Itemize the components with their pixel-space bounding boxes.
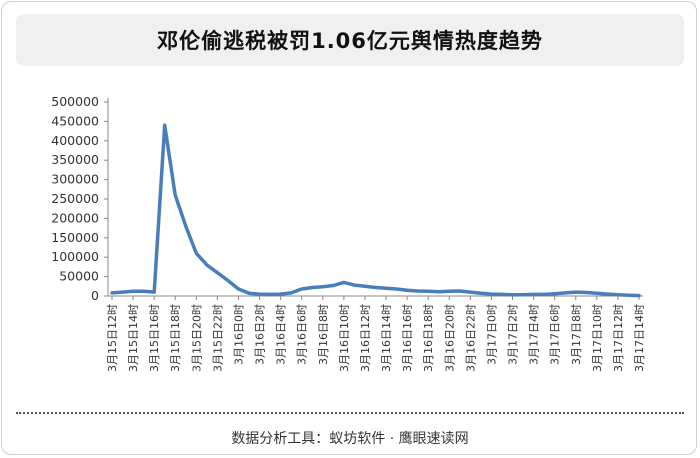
x-tick-label: 3月16日14时	[380, 304, 393, 372]
x-tick-label: 3月15日18时	[169, 304, 182, 372]
chart-title: 邓伦偷逃税被罚1.06亿元舆情热度趋势	[157, 29, 543, 53]
y-tick-label: 300000	[51, 172, 99, 187]
x-tick-label: 3月16日20时	[443, 304, 456, 372]
x-tick-label: 3月16日10时	[338, 304, 351, 372]
y-tick-label: 250000	[51, 191, 99, 206]
x-tick-label: 3月16日6时	[296, 304, 309, 365]
x-tick-label: 3月15日22时	[211, 304, 224, 372]
x-tick-label: 3月16日12时	[359, 304, 372, 372]
x-tick-label: 3月17日2时	[507, 304, 520, 365]
x-tick-label: 3月17日10时	[591, 304, 604, 372]
line-chart: 0 50000 100000 150000 200000 250000 300000 3500…	[51, 94, 646, 372]
y-tick-label: 0	[91, 288, 99, 303]
x-tick-label: 3月16日22时	[464, 304, 477, 372]
x-tick-label: 3月15日14时	[127, 304, 140, 372]
y-tick-label: 100000	[51, 249, 99, 264]
x-tick-label: 3月17日0时	[485, 304, 498, 365]
y-tick-label: 150000	[51, 230, 99, 245]
x-tick-label: 3月15日16时	[148, 304, 161, 372]
y-tick-label: 450000	[51, 113, 99, 128]
x-tick-label: 3月17日12时	[612, 304, 625, 372]
footer-divider	[16, 412, 684, 414]
series-line	[110, 123, 641, 298]
x-tick-label: 3月16日4时	[275, 304, 288, 365]
y-tick-label: 400000	[51, 133, 99, 148]
y-tick-label: 350000	[51, 152, 99, 167]
footer-text: 数据分析工具：蚁坊软件 · 鹰眼速读网	[231, 431, 469, 447]
x-tick-label: 3月16日18时	[422, 304, 435, 372]
x-tick-label: 3月15日20时	[190, 304, 203, 372]
x-tick-label: 3月17日6时	[549, 304, 562, 365]
x-tick-label: 3月15日12时	[106, 304, 119, 372]
x-tick-label: 3月17日8时	[570, 304, 583, 365]
x-tick-label: 3月16日2时	[254, 304, 267, 365]
x-tick-label: 3月16日0时	[232, 304, 245, 365]
title-banner: 邓伦偷逃税被罚1.06亿元舆情热度趋势	[16, 14, 684, 66]
x-tick-label: 3月17日4时	[528, 304, 541, 365]
x-tick-label: 3月16日16时	[401, 304, 414, 372]
y-tick-label: 200000	[51, 210, 99, 225]
y-tick-label: 50000	[59, 269, 99, 284]
x-tick-label: 3月17日14时	[633, 304, 646, 372]
y-tick-label: 500000	[51, 94, 99, 109]
x-tick-label: 3月16日8时	[317, 304, 330, 365]
